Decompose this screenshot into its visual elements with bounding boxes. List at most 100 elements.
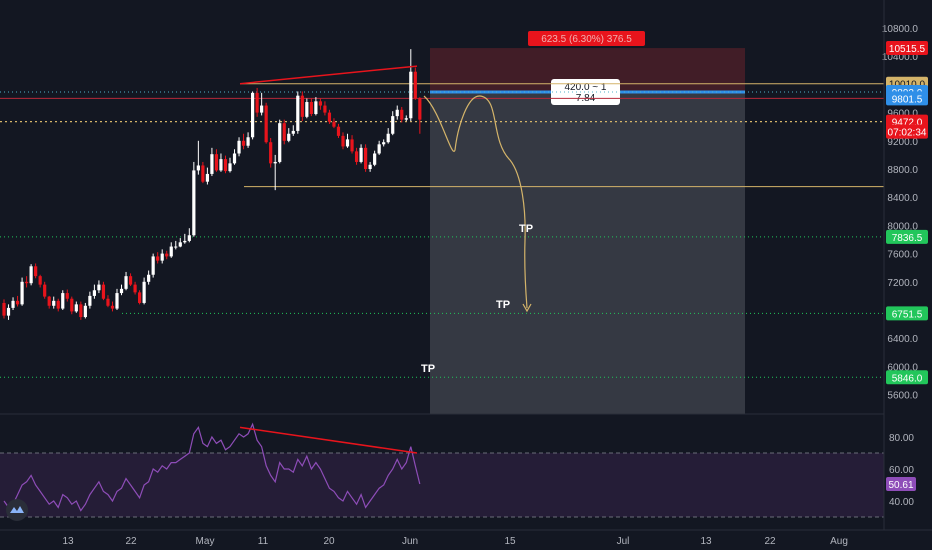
- candle-body: [151, 256, 155, 275]
- time-tick: Aug: [830, 536, 848, 547]
- price-label-box[interactable]: [886, 91, 928, 106]
- price-axis[interactable]: 10800.0 10400.0 9600.0 9200.0 8800.0 8400.0 80…: [882, 0, 928, 530]
- candle-body: [359, 147, 363, 162]
- candle-body: [74, 304, 78, 312]
- candle-body: [56, 300, 60, 309]
- rsi-tick: 80.00: [889, 433, 914, 444]
- rr-label-ratio: 420.0 ~ 1: [565, 82, 607, 93]
- candle-body: [124, 276, 128, 289]
- candle-body: [228, 163, 232, 172]
- candle-body: [147, 274, 151, 282]
- candle-body: [20, 281, 24, 305]
- candlestick-series: [2, 49, 422, 320]
- price-tick: 5600.0: [887, 391, 918, 402]
- rsi-tick: 40.00: [889, 497, 914, 508]
- time-tick: 20: [323, 536, 335, 547]
- price-label-box[interactable]: [886, 306, 928, 321]
- projection-arrowhead: [522, 303, 532, 313]
- candle-body: [232, 153, 237, 164]
- candle-body: [237, 140, 241, 154]
- target-zone[interactable]: [430, 92, 745, 414]
- candle-body: [70, 298, 74, 312]
- candle-body: [110, 305, 115, 309]
- price-tick: 6000.0: [887, 362, 918, 373]
- time-tick: Jun: [402, 536, 418, 547]
- candle-body: [241, 140, 246, 146]
- candle-body: [386, 133, 390, 143]
- time-tick: 22: [125, 536, 137, 547]
- candle-body: [300, 95, 304, 117]
- price-label: 07:02:34: [888, 128, 927, 139]
- candle-body: [29, 266, 33, 284]
- rsi-divergence-line[interactable]: [239, 426, 418, 454]
- time-tick: 15: [504, 536, 516, 547]
- candle-body: [83, 305, 87, 318]
- risk-label: 623.5 (6.30%) 376.5: [541, 34, 632, 45]
- candle-body: [88, 295, 92, 306]
- candle-body: [214, 154, 219, 171]
- candle-body: [11, 300, 15, 308]
- price-tick: 8800.0: [887, 165, 918, 176]
- candle-body: [323, 105, 327, 113]
- candle-body: [106, 298, 110, 306]
- candle-body: [391, 116, 395, 134]
- candle-body: [25, 281, 29, 284]
- candle-body: [395, 109, 399, 117]
- candle-body: [282, 123, 286, 141]
- candle-body: [354, 151, 359, 162]
- candle-body: [192, 170, 196, 236]
- tradingview-logo[interactable]: [6, 499, 28, 521]
- rsi-pane[interactable]: [0, 422, 884, 518]
- candle-body: [350, 139, 354, 152]
- tp-label: TP: [496, 299, 510, 311]
- candle-body: [278, 123, 282, 162]
- time-tick: May: [196, 536, 215, 547]
- candle-body: [260, 105, 264, 113]
- candle-body: [318, 101, 322, 106]
- candle-body: [183, 240, 187, 243]
- candle-body: [196, 165, 200, 171]
- price-tick: 8400.0: [887, 193, 918, 204]
- rsi-line[interactable]: [3, 422, 421, 512]
- price-label: 9801.5: [892, 94, 923, 105]
- candle-body: [364, 147, 368, 169]
- rsi-tick: 60.00: [889, 465, 914, 476]
- candle-body: [368, 164, 372, 169]
- candle-body: [2, 302, 6, 316]
- rsi-value-box[interactable]: [886, 477, 916, 492]
- rsi-axis[interactable]: 80.00 60.00 40.00 50.61: [886, 433, 916, 508]
- tp-label: TP: [421, 363, 435, 375]
- price-label-box[interactable]: [886, 370, 928, 385]
- candle-body: [296, 95, 300, 131]
- candle-body: [178, 242, 182, 247]
- horizontal-levels: [0, 83, 884, 378]
- candle-body: [47, 296, 51, 306]
- drawings[interactable]: TP TP TP: [239, 65, 533, 375]
- candle-body: [255, 92, 259, 113]
- price-label-box[interactable]: [886, 124, 928, 139]
- candle-body: [305, 102, 309, 117]
- candle-body: [382, 142, 386, 145]
- divergence-trendline[interactable]: [239, 65, 418, 85]
- candle-body: [52, 300, 56, 306]
- candle-body: [264, 105, 268, 143]
- price-tick: 6400.0: [887, 334, 918, 345]
- candle-body: [169, 246, 173, 257]
- price-tick: 10800.0: [882, 24, 919, 35]
- candle-body: [309, 102, 313, 115]
- time-tick: 22: [764, 536, 776, 547]
- price-label-box[interactable]: [886, 229, 928, 244]
- candle-body: [341, 135, 345, 147]
- candle-body: [273, 161, 277, 164]
- candle-body: [201, 165, 205, 182]
- candle-body: [6, 307, 11, 316]
- price-label-box[interactable]: [886, 41, 928, 56]
- time-axis[interactable]: 13 22 May 11 20 Jun 15 Jul 13 22 Aug: [0, 529, 932, 547]
- candle-body: [160, 253, 164, 261]
- candle-body: [128, 276, 133, 285]
- projection-path[interactable]: [423, 95, 528, 309]
- candle-body: [314, 101, 318, 115]
